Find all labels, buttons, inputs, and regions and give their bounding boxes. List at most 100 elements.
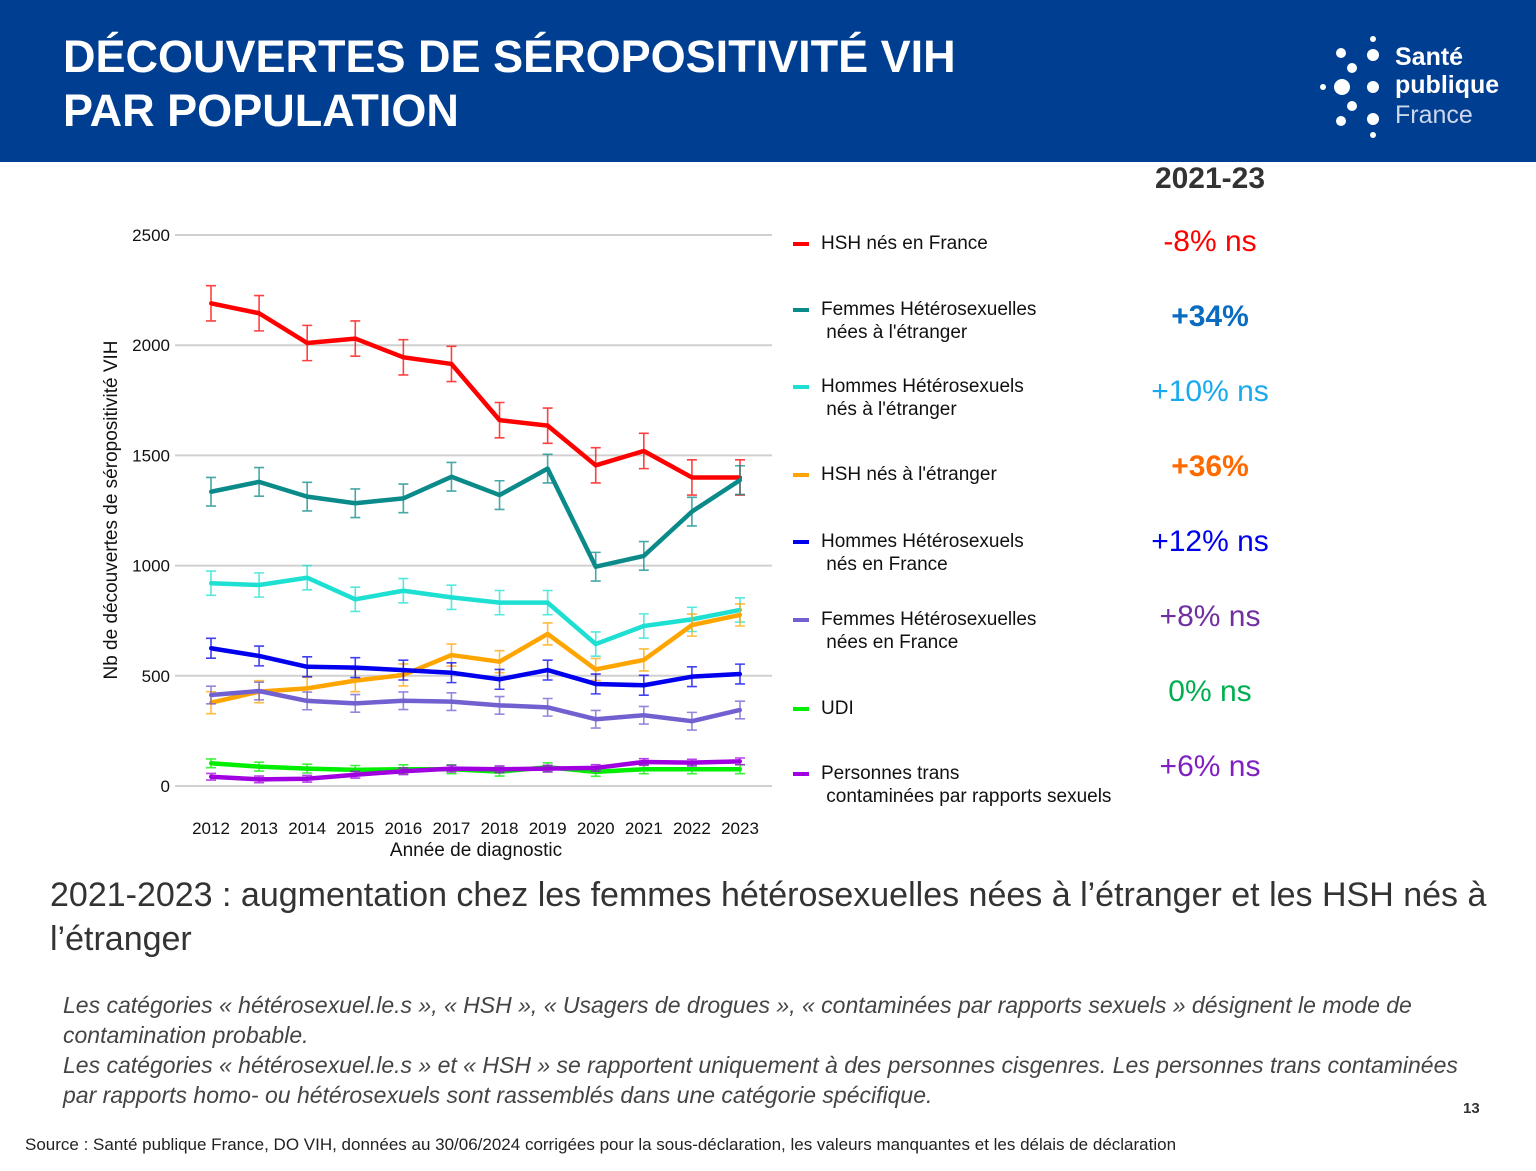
data-point (257, 764, 262, 769)
data-point (738, 478, 742, 483)
legend-label: Hommes Hétérosexuels nés à l'étranger (821, 376, 1024, 420)
data-point (497, 418, 502, 423)
data-point (593, 642, 598, 647)
logo-dots-icon (1320, 36, 1379, 138)
notes: Les catégories « hétérosexuel.le.s », « … (63, 990, 1463, 1110)
data-point (497, 703, 502, 708)
page-number: 13 (1463, 1100, 1480, 1117)
logo-text-3: France (1395, 101, 1473, 129)
data-point (449, 595, 454, 600)
data-point (689, 767, 694, 772)
data-point (305, 340, 310, 345)
data-point (689, 623, 694, 628)
x-tick-label: 2012 (192, 819, 230, 838)
data-point (209, 581, 213, 586)
data-point (497, 659, 502, 664)
data-point (257, 777, 262, 782)
data-point (353, 336, 358, 341)
data-point (641, 683, 646, 688)
y-tick-label: 1000 (132, 557, 170, 576)
x-tick-label: 2022 (673, 819, 711, 838)
data-point (401, 355, 406, 360)
series-line (210, 759, 741, 782)
data-point (689, 674, 694, 679)
x-tick-label: 2017 (433, 819, 471, 838)
data-point (593, 765, 598, 770)
data-point (738, 707, 742, 712)
title-line-1: DÉCOUVERTES DE SÉROPOSITIVITÉ VIH (63, 31, 956, 82)
change-value: +6% ns (1159, 750, 1261, 783)
y-tick-label: 500 (142, 667, 170, 686)
data-point (209, 489, 213, 494)
data-point (353, 597, 358, 602)
data-point (257, 689, 262, 694)
data-point (593, 667, 598, 672)
data-point (497, 600, 502, 605)
data-point (305, 698, 310, 703)
series-line (210, 646, 741, 688)
change-value: +12% ns (1151, 525, 1269, 558)
data-point (305, 494, 310, 499)
data-point (738, 759, 742, 764)
data-point (401, 698, 406, 703)
x-tick-label: 2023 (721, 819, 759, 838)
legend-label: Hommes Hétérosexuels nés en France (821, 531, 1024, 575)
data-point (593, 564, 598, 569)
data-point (449, 699, 454, 704)
data-point (497, 493, 502, 498)
change-value: +10% ns (1151, 375, 1269, 408)
data-point (545, 668, 550, 673)
note-2: Les catégories « hétérosexuel.le.s » et … (63, 1052, 1458, 1108)
data-point (545, 631, 550, 636)
data-point (689, 719, 694, 724)
change-value: 0% ns (1168, 675, 1252, 708)
data-point (545, 423, 550, 428)
series-2 (206, 564, 745, 657)
page-title: DÉCOUVERTES DE SÉROPOSITIVITÉ VIH PAR POP… (63, 30, 956, 138)
legend-label: Femmes Hétérosexuelles nées à l'étranger (821, 299, 1037, 343)
data-point (689, 760, 694, 765)
data-point (641, 713, 646, 718)
legend-label: HSH nés à l'étranger (821, 464, 997, 485)
data-point (641, 759, 646, 764)
data-point (545, 600, 550, 605)
y-tick-label: 1500 (132, 446, 170, 465)
title-line-2: PAR POPULATION (63, 85, 459, 136)
data-point (305, 575, 310, 580)
data-point (641, 448, 646, 453)
data-point (353, 772, 358, 777)
header-banner: DÉCOUVERTES DE SÉROPOSITIVITÉ VIH PAR POP… (0, 0, 1536, 162)
data-point (305, 766, 310, 771)
data-point (641, 657, 646, 662)
legend-label: Femmes Hétérosexuelles nées en France (821, 609, 1037, 653)
y-tick-label: 0 (161, 777, 170, 796)
data-point (689, 509, 694, 514)
data-point (257, 311, 262, 316)
series-line (210, 301, 740, 480)
data-point (209, 646, 213, 651)
data-point (305, 664, 310, 669)
series-4 (206, 637, 745, 696)
data-point (257, 479, 262, 484)
series-1 (206, 453, 745, 582)
data-point (305, 686, 310, 691)
legend-swatch (793, 772, 809, 776)
data-point (641, 623, 646, 628)
data-point (209, 774, 213, 779)
data-point (257, 653, 262, 658)
legend-label: UDI (821, 698, 854, 719)
data-point (353, 665, 358, 670)
data-point (353, 501, 358, 506)
x-tick-label: 2019 (529, 819, 567, 838)
series-line (210, 612, 741, 705)
legend-swatch (793, 385, 809, 389)
y-tick-label: 2500 (132, 226, 170, 245)
data-point (641, 767, 646, 772)
change-value: +8% ns (1159, 600, 1261, 633)
data-point (593, 463, 598, 468)
note-1: Les catégories « hétérosexuel.le.s », « … (63, 992, 1412, 1048)
source-text: Source : Santé publique France, DO VIH, … (25, 1135, 1177, 1154)
x-tick-label: 2021 (625, 819, 663, 838)
x-tick-label: 2020 (577, 819, 615, 838)
line-chart: 0 500 1000 1500 2000 2500 2012 2013 2014 2015 2016… (132, 226, 772, 838)
